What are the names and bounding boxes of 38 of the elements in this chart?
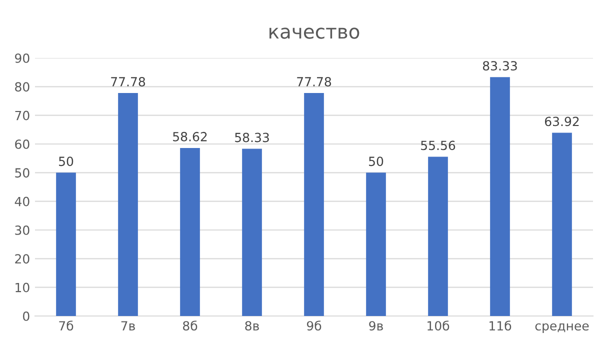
bar — [56, 172, 76, 316]
x-tick-label: 7б — [59, 320, 74, 331]
y-tick-label: 40 — [14, 196, 30, 206]
x-tick-label: 9б — [306, 320, 322, 331]
y-tick-label: 70 — [15, 110, 30, 120]
data-label: 50 — [369, 156, 384, 166]
data-label: 77.78 — [297, 76, 332, 86]
data-label: 55.56 — [421, 140, 456, 150]
x-tick-label: 8в — [245, 321, 259, 331]
x-tick-label: 11б — [490, 320, 512, 331]
bar — [242, 148, 262, 316]
bar — [180, 148, 200, 316]
y-tick-label: 80 — [15, 82, 30, 92]
y-tick-label: 10 — [16, 282, 30, 292]
data-label: 50 — [59, 156, 74, 166]
x-tick-label: среднее — [535, 323, 589, 333]
data-label: 58.62 — [173, 132, 207, 142]
bar — [366, 172, 386, 316]
bar — [118, 93, 138, 316]
bar — [552, 132, 572, 316]
data-label: 58.33 — [235, 132, 269, 142]
y-tick-label: 30 — [15, 225, 30, 235]
y-tick-label: 0 — [23, 311, 30, 321]
y-tick-label: 50 — [15, 168, 30, 178]
y-tick-label: 20 — [15, 254, 30, 264]
data-label: 63.92 — [544, 116, 579, 126]
x-tick-label: 9в — [369, 321, 383, 331]
x-tick-label: 8б — [183, 320, 198, 331]
y-tick-label: 90 — [15, 53, 30, 63]
data-label: 83.33 — [482, 61, 517, 71]
x-tick-label: 10б — [428, 320, 450, 331]
x-tick-label: 7в — [121, 321, 135, 330]
bar — [428, 156, 448, 316]
data-label: 77.78 — [111, 76, 146, 86]
bar — [304, 93, 324, 316]
chart-title: качество — [270, 28, 360, 39]
y-tick-label: 60 — [15, 139, 30, 149]
bar — [490, 77, 510, 316]
